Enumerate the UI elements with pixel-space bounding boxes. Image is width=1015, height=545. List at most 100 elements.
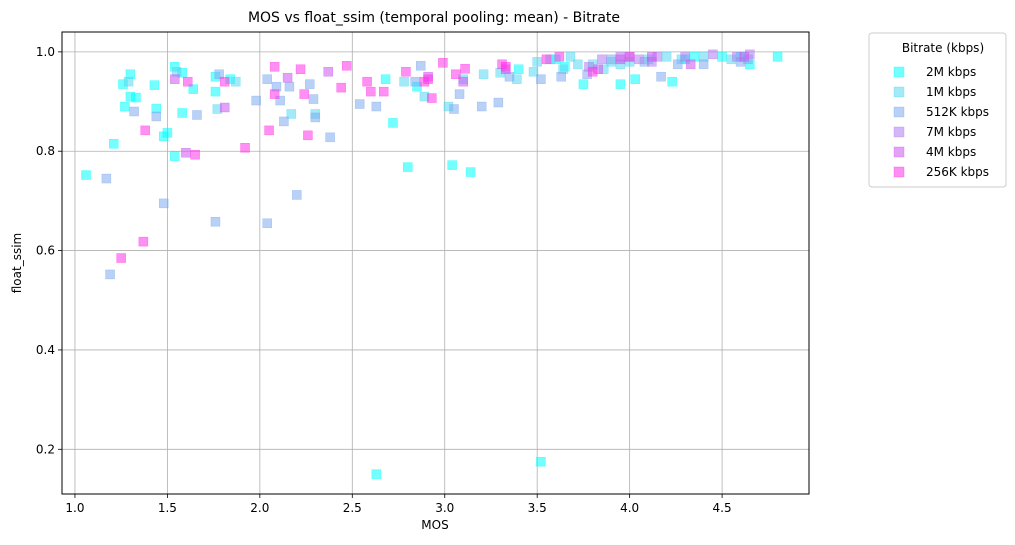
data-point	[336, 82, 346, 93]
data-point	[219, 76, 230, 87]
data-point	[565, 52, 576, 62]
data-point	[388, 118, 398, 128]
data-point	[231, 76, 241, 87]
data-point	[162, 128, 173, 138]
data-point	[264, 125, 274, 136]
legend-label: 4M kbps	[926, 145, 976, 159]
data-point	[219, 102, 230, 113]
legend-marker	[893, 66, 905, 78]
chart-title: MOS vs float_ssim (temporal pooling: mea…	[248, 10, 620, 26]
data-point	[465, 167, 476, 177]
data-point	[739, 52, 750, 62]
legend: Bitrate (kbps) 2M kbps 1M kbps 512K kbps 7M…	[868, 32, 1007, 188]
data-point	[634, 54, 644, 65]
data-point	[282, 72, 293, 83]
data-point	[116, 253, 126, 263]
data-point	[323, 66, 334, 77]
data-point	[661, 52, 672, 62]
data-point	[269, 89, 280, 99]
data-point	[438, 58, 448, 68]
data-point	[286, 109, 297, 119]
data-point	[556, 71, 566, 82]
legend-label: 512K kbps	[926, 105, 989, 119]
legend-marker	[893, 126, 905, 138]
x-tick-label: 3.0	[435, 501, 454, 515]
data-point	[708, 49, 718, 60]
data-point	[717, 52, 727, 62]
data-point	[401, 66, 411, 77]
data-point	[292, 190, 302, 200]
data-point	[451, 69, 461, 79]
x-tick-label: 2.5	[343, 501, 362, 515]
data-point	[210, 217, 221, 227]
data-point	[554, 52, 565, 62]
data-point	[366, 86, 376, 97]
y-tick-label: 0.2	[36, 442, 55, 456]
data-point	[262, 218, 272, 229]
data-point	[667, 76, 677, 87]
data-point	[123, 76, 134, 87]
data-point	[378, 86, 389, 97]
legend-label: 2M kbps	[926, 65, 976, 79]
data-point	[170, 74, 180, 84]
data-point	[354, 99, 365, 109]
data-point	[214, 69, 224, 79]
data-points	[81, 49, 783, 479]
x-tick-label: 1.0	[65, 501, 84, 515]
data-point	[615, 79, 626, 89]
x-axis-ticks: 1.0 1.5 2.0 2.5 3.0 3.5 4.0 4.5	[65, 494, 732, 515]
data-point	[615, 54, 626, 65]
data-point	[460, 64, 470, 74]
data-point	[284, 81, 295, 92]
data-point	[325, 132, 335, 143]
x-tick-label: 3.5	[528, 501, 547, 515]
data-point	[279, 116, 289, 127]
data-point	[532, 57, 542, 67]
data-point	[476, 101, 487, 112]
data-point	[698, 59, 709, 70]
data-point	[493, 97, 504, 108]
y-tick-label: 0.4	[36, 343, 55, 357]
data-point	[672, 59, 683, 70]
legend-entries: 2M kbps 1M kbps 512K kbps 7M kbps 4M kbps 256…	[893, 65, 989, 179]
data-point	[188, 84, 199, 94]
data-point	[597, 54, 607, 65]
data-point	[624, 52, 635, 62]
data-point	[158, 198, 169, 209]
data-point	[181, 147, 191, 158]
legend-marker	[893, 106, 905, 118]
data-point	[105, 269, 115, 280]
data-point	[310, 112, 321, 123]
data-point	[120, 101, 130, 112]
data-point	[501, 62, 511, 72]
legend-marker	[893, 166, 905, 178]
data-point	[177, 108, 187, 118]
data-point	[295, 64, 306, 75]
x-tick-label: 4.5	[713, 501, 732, 515]
data-point	[449, 104, 459, 114]
data-point	[151, 111, 162, 122]
data-point	[458, 76, 468, 87]
data-point	[305, 79, 315, 89]
data-point	[680, 52, 690, 62]
data-point	[269, 62, 280, 72]
data-point	[513, 64, 524, 75]
data-point	[399, 76, 409, 87]
y-tick-label: 1.0	[36, 45, 55, 59]
y-tick-label: 0.6	[36, 244, 55, 258]
data-point	[262, 74, 272, 84]
data-point	[656, 71, 666, 82]
data-point	[447, 160, 457, 170]
data-point	[380, 74, 391, 84]
data-point	[685, 59, 696, 70]
series-2m-kbps	[81, 52, 783, 479]
data-point	[536, 74, 546, 84]
data-point	[536, 456, 546, 467]
series-256k-kbps	[116, 52, 635, 263]
data-point	[772, 52, 783, 62]
data-point	[308, 94, 319, 104]
data-point	[138, 236, 149, 247]
data-point	[478, 69, 489, 79]
legend-marker	[893, 86, 905, 98]
